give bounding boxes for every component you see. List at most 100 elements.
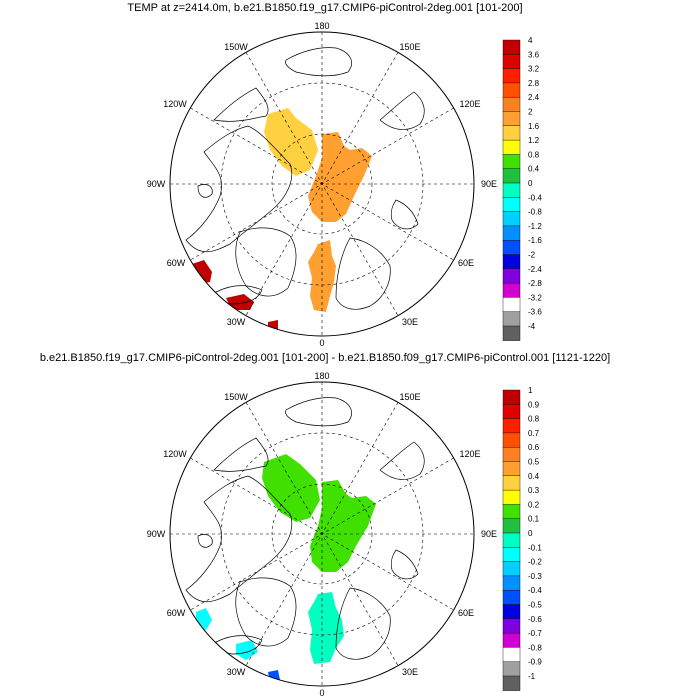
top-label-150w: 150W	[224, 42, 248, 52]
colorbar-swatch	[502, 225, 521, 241]
colorbar-swatch	[502, 532, 521, 548]
top-label-180: 180	[314, 21, 329, 31]
colorbar-swatch	[502, 575, 521, 591]
colorbar-label: 1.6	[528, 122, 540, 131]
top-label-120e: 120E	[459, 99, 480, 109]
colorbar-swatch	[502, 389, 521, 405]
colorbar-swatch	[502, 168, 521, 184]
colorbar-label: 0.3	[528, 486, 540, 495]
colorbar-swatch	[502, 418, 521, 434]
colorbar-label: -1	[528, 672, 536, 681]
colorbar-swatch	[502, 447, 521, 463]
colorbar-swatch	[502, 661, 521, 677]
colorbar-label: -0.8	[528, 643, 542, 652]
bottom-panel-title: b.e21.B1850.f19_g17.CMIP6-piControl-2deg…	[39, 352, 611, 364]
central-arctic-patch	[308, 132, 372, 222]
bottom-map-field	[185, 397, 425, 682]
colorbar-label: -0.6	[528, 615, 542, 624]
colorbar-swatch	[502, 96, 521, 112]
top-label-30e: 30E	[402, 317, 418, 327]
top-panel-title: TEMP at z=2414.0m, b.e21.B1850.f19_g17.C…	[127, 2, 523, 14]
bottom-label-30e: 30E	[402, 667, 418, 677]
bottom-map: 180 150W 150E 120W 120E 90W 90E 60W 60E …	[147, 371, 497, 698]
colorbar-swatch	[502, 211, 521, 227]
top-label-150e: 150E	[399, 42, 420, 52]
bottom-coastlines	[185, 397, 425, 660]
colorbar-swatch	[502, 618, 521, 634]
top-graticule	[170, 32, 474, 336]
top-label-90e: 90E	[481, 179, 497, 189]
colorbar-swatch	[502, 68, 521, 84]
atlantic-side-patch	[308, 592, 344, 664]
bottom-label-90w: 90W	[147, 529, 166, 539]
colorbar-swatch	[502, 489, 521, 505]
colorbar-label: 3.2	[528, 65, 540, 74]
bottom-colorbar: 1 0.9 0.8 0.7 0.6 0.5 0.4 0.3 0.2 0.1 0 -0.1 -0.2 -0.…	[502, 386, 542, 691]
colorbar-label: 1.2	[528, 136, 540, 145]
central-arctic-patch	[310, 480, 376, 572]
east-siberian-patch	[264, 108, 318, 176]
colorbar-swatch	[502, 254, 521, 270]
atlantic-side-patch	[308, 240, 336, 312]
colorbar-swatch	[502, 461, 521, 477]
colorbar-label: -0.5	[528, 601, 542, 610]
colorbar-label: 0	[528, 179, 533, 188]
colorbar-swatch	[502, 125, 521, 141]
colorbar-label: 0.4	[528, 165, 540, 174]
colorbar-swatch	[502, 432, 521, 448]
colorbar-swatch	[502, 675, 521, 691]
colorbar-label: 3.6	[528, 50, 540, 59]
colorbar-swatch	[502, 54, 521, 70]
greenland-south-patch	[226, 294, 278, 330]
bottom-label-120w: 120W	[163, 449, 187, 459]
colorbar-swatch	[502, 475, 521, 491]
colorbar-swatch	[502, 561, 521, 577]
colorbar-label: -0.7	[528, 629, 542, 638]
bottom-label-60w: 60W	[167, 608, 186, 618]
top-label-90w: 90W	[147, 179, 166, 189]
colorbar-swatch	[502, 547, 521, 563]
colorbar-swatch	[502, 311, 521, 327]
top-map-boundary	[169, 31, 475, 337]
east-siberian-patch	[262, 454, 320, 522]
colorbar-swatch	[502, 39, 521, 55]
colorbar-swatch	[502, 82, 521, 98]
colorbar-swatch	[502, 182, 521, 198]
colorbar-label: 0.7	[528, 429, 540, 438]
colorbar-label: 2.8	[528, 79, 540, 88]
colorbar-swatch	[502, 239, 521, 255]
colorbar-label: -0.1	[528, 543, 542, 552]
colorbar-swatch	[502, 325, 521, 341]
colorbar-label: -2.4	[528, 265, 542, 274]
colorbar-swatch	[502, 111, 521, 127]
bottom-label-150w: 150W	[224, 392, 248, 402]
colorbar-label: -0.9	[528, 658, 542, 667]
colorbar-label: -0.4	[528, 586, 542, 595]
colorbar-swatch	[502, 154, 521, 170]
labrador-patch	[190, 260, 212, 284]
colorbar-swatch	[502, 604, 521, 620]
colorbar-label: -4	[528, 322, 536, 331]
colorbar-label: 0.5	[528, 458, 540, 467]
colorbar-label: 0.8	[528, 150, 540, 159]
bottom-label-120e: 120E	[459, 449, 480, 459]
top-label-30w: 30W	[227, 317, 246, 327]
bottom-graticule	[170, 382, 474, 686]
colorbar-swatch	[502, 632, 521, 648]
colorbar-label: 2	[528, 108, 533, 117]
bottom-map-boundary	[169, 381, 475, 687]
colorbar-label: -1.2	[528, 222, 542, 231]
top-label-120w: 120W	[163, 99, 187, 109]
colorbar-label: -3.2	[528, 293, 542, 302]
colorbar-label: -1.6	[528, 236, 542, 245]
top-label-0: 0	[319, 338, 324, 348]
colorbar-label: 0.1	[528, 515, 540, 524]
colorbar-label: 2.4	[528, 93, 540, 102]
colorbar-label: -0.2	[528, 558, 542, 567]
colorbar-label: 1	[528, 386, 533, 395]
colorbar-label: 0.8	[528, 415, 540, 424]
colorbar-label: 0	[528, 529, 533, 538]
bottom-label-60e: 60E	[458, 608, 474, 618]
colorbar-label: -0.4	[528, 193, 542, 202]
greenland-south-patch	[268, 670, 280, 682]
